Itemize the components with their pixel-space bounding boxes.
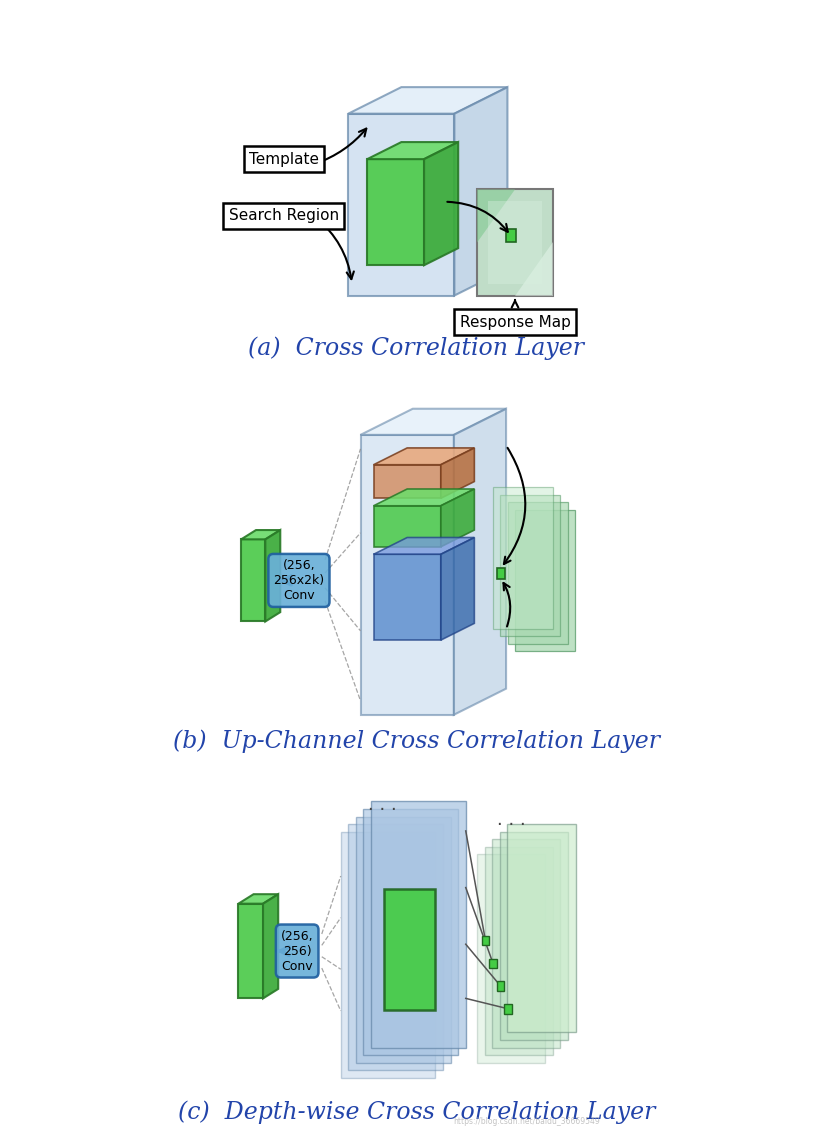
Text: https://blog.csdn.net/baidu_36669549: https://blog.csdn.net/baidu_36669549 <box>453 1117 601 1126</box>
Polygon shape <box>348 87 507 114</box>
Polygon shape <box>441 489 474 547</box>
Polygon shape <box>477 190 515 242</box>
Polygon shape <box>454 87 507 295</box>
Bar <box>496 568 505 579</box>
Polygon shape <box>238 895 278 904</box>
Polygon shape <box>373 448 474 465</box>
Polygon shape <box>361 435 454 715</box>
Bar <box>505 1004 512 1013</box>
Polygon shape <box>441 537 474 640</box>
Bar <box>508 502 567 644</box>
Bar <box>348 824 443 1070</box>
Polygon shape <box>373 554 441 640</box>
Bar <box>500 831 568 1041</box>
Polygon shape <box>241 530 280 539</box>
Polygon shape <box>373 537 474 554</box>
Bar <box>481 935 489 946</box>
Polygon shape <box>266 530 280 621</box>
Bar <box>516 509 575 651</box>
Bar <box>489 959 496 968</box>
Text: . . .: . . . <box>368 796 397 814</box>
Polygon shape <box>361 408 506 435</box>
Text: Search Region: Search Region <box>229 208 339 224</box>
Polygon shape <box>441 448 474 499</box>
Bar <box>496 982 505 991</box>
Bar <box>485 847 553 1055</box>
Bar <box>363 809 458 1055</box>
Bar <box>477 190 553 295</box>
Bar <box>384 889 436 1010</box>
Text: (b)  Up-Channel Cross Correlation Layer: (b) Up-Channel Cross Correlation Layer <box>173 729 660 753</box>
Bar <box>493 487 553 629</box>
Bar <box>341 831 436 1078</box>
Polygon shape <box>373 506 441 547</box>
Bar <box>477 854 546 1063</box>
Bar <box>506 230 516 242</box>
Bar <box>356 817 451 1063</box>
Polygon shape <box>515 242 553 295</box>
Polygon shape <box>241 539 266 621</box>
Text: Response Map: Response Map <box>460 314 571 329</box>
Polygon shape <box>454 408 506 715</box>
Bar <box>507 824 576 1033</box>
Bar <box>492 839 561 1047</box>
Polygon shape <box>373 465 441 499</box>
Text: (256,
256x2k)
Conv: (256, 256x2k) Conv <box>273 559 325 602</box>
Bar <box>371 802 466 1047</box>
Text: (256,
256)
Conv: (256, 256) Conv <box>281 930 313 973</box>
Polygon shape <box>373 489 474 506</box>
Bar <box>488 201 541 284</box>
Polygon shape <box>424 143 458 265</box>
Polygon shape <box>367 143 458 159</box>
Text: (c)  Depth-wise Cross Correlation Layer: (c) Depth-wise Cross Correlation Layer <box>177 1100 656 1124</box>
Polygon shape <box>263 895 278 999</box>
Bar <box>501 494 561 637</box>
Polygon shape <box>348 114 454 295</box>
Text: . . .: . . . <box>496 811 526 829</box>
Text: Template: Template <box>249 152 319 166</box>
Polygon shape <box>238 904 263 999</box>
Text: (a)  Cross Correlation Layer: (a) Cross Correlation Layer <box>248 337 585 361</box>
Polygon shape <box>367 159 424 265</box>
